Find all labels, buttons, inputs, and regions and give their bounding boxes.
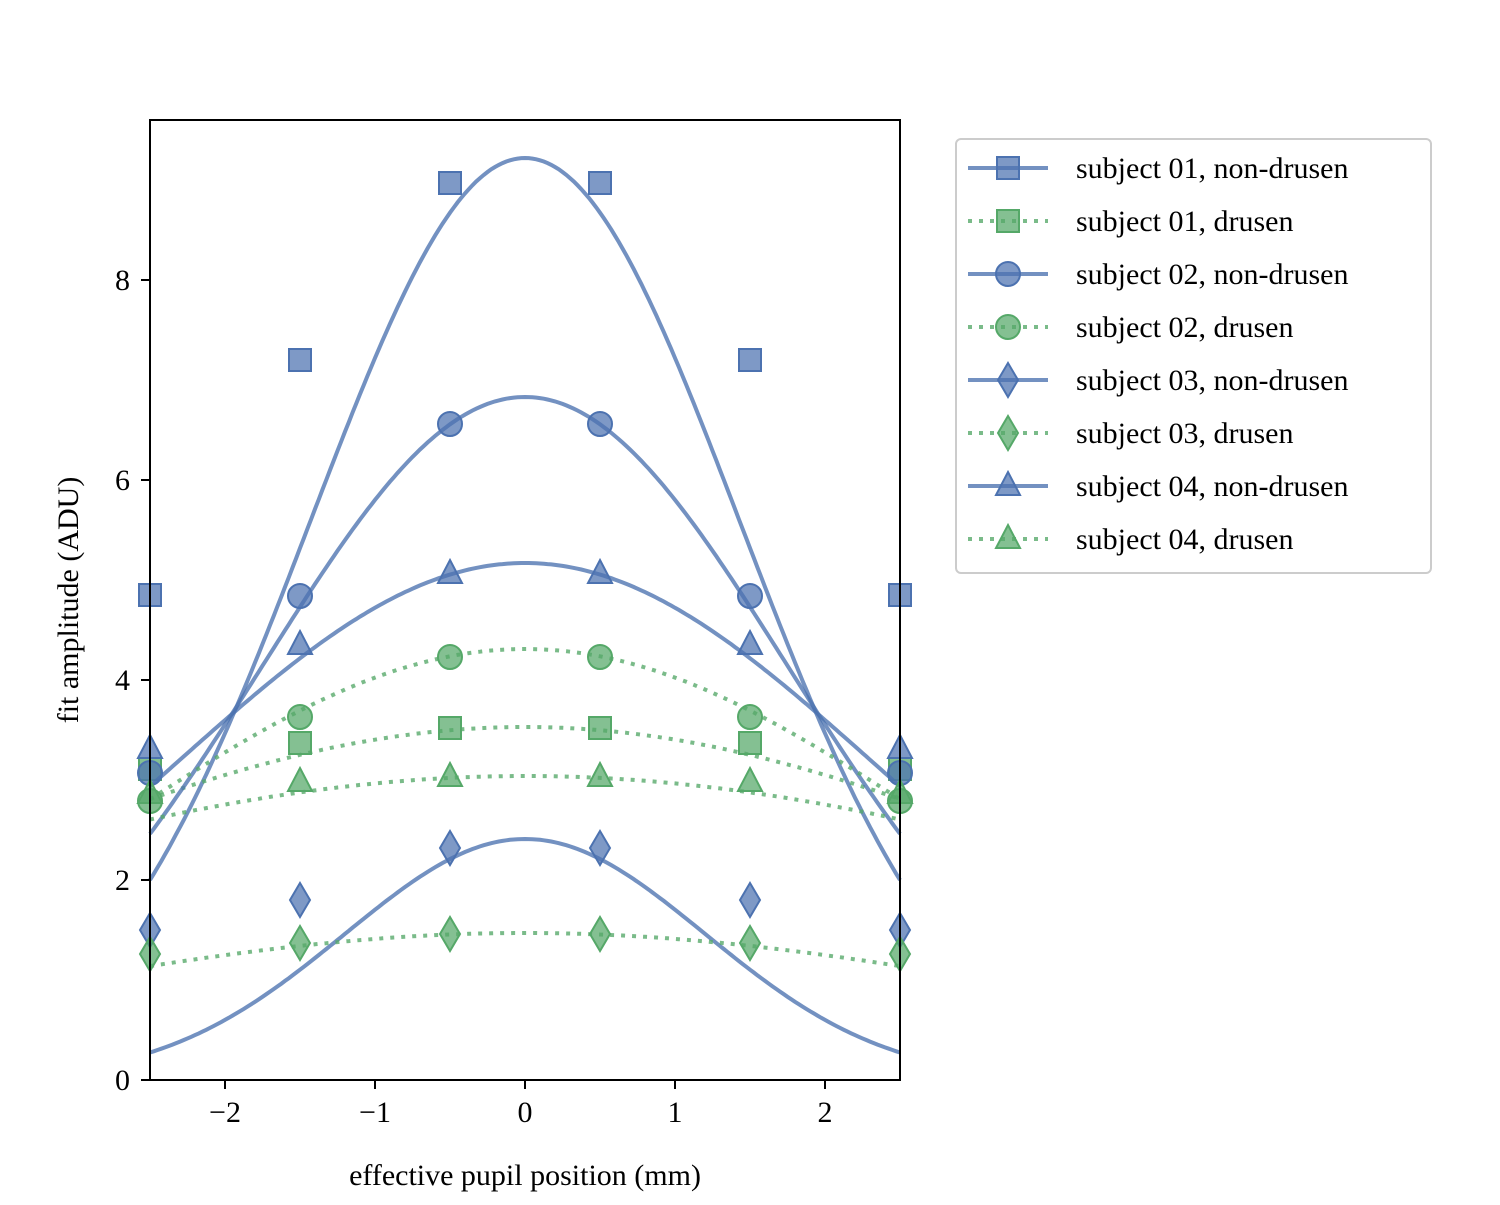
data-point	[738, 705, 762, 729]
data-point	[588, 412, 612, 436]
y-tick-label: 0	[115, 1064, 130, 1097]
data-point	[739, 349, 761, 371]
y-tick-label: 8	[115, 264, 130, 297]
legend-label: subject 04, drusen	[1076, 523, 1293, 556]
legend-marker-swatch	[997, 157, 1019, 179]
data-point	[589, 717, 611, 739]
x-axis-label: effective pupil position (mm)	[349, 1159, 701, 1192]
data-point	[739, 732, 761, 754]
x-tick-label: 0	[518, 1096, 533, 1129]
data-point	[589, 172, 611, 194]
legend-marker-swatch	[997, 210, 1019, 232]
x-tick-label: 1	[668, 1096, 683, 1129]
legend-marker-swatch	[996, 315, 1020, 339]
legend-label: subject 03, drusen	[1076, 417, 1293, 450]
legend-label: subject 04, non-drusen	[1076, 470, 1348, 503]
y-tick-label: 6	[115, 464, 130, 497]
y-tick-label: 4	[115, 664, 130, 697]
data-point	[738, 584, 762, 608]
legend: subject 01, non-drusen subject 01, drusen…	[956, 139, 1431, 573]
plot-area	[150, 120, 900, 1080]
data-point	[288, 705, 312, 729]
legend-label: subject 02, non-drusen	[1076, 258, 1348, 291]
x-axis: −2 −1 0 1 2	[209, 1080, 832, 1129]
legend-label: subject 02, drusen	[1076, 311, 1293, 344]
legend-label: subject 01, non-drusen	[1076, 152, 1348, 185]
y-axis: 0 2 4 6 8	[115, 264, 150, 1097]
y-tick-label: 2	[115, 864, 130, 897]
data-point	[289, 349, 311, 371]
x-tick-label: −2	[209, 1096, 241, 1129]
data-point	[439, 172, 461, 194]
data-point	[438, 645, 462, 669]
x-tick-label: −1	[359, 1096, 391, 1129]
data-point	[439, 717, 461, 739]
data-point	[288, 584, 312, 608]
legend-marker-swatch	[996, 262, 1020, 286]
data-point	[289, 732, 311, 754]
data-point	[588, 645, 612, 669]
y-axis-label: fit amplitude (ADU)	[52, 477, 85, 724]
data-point	[438, 412, 462, 436]
legend-label: subject 01, drusen	[1076, 205, 1293, 238]
legend-label: subject 03, non-drusen	[1076, 364, 1348, 397]
x-tick-label: 2	[818, 1096, 833, 1129]
